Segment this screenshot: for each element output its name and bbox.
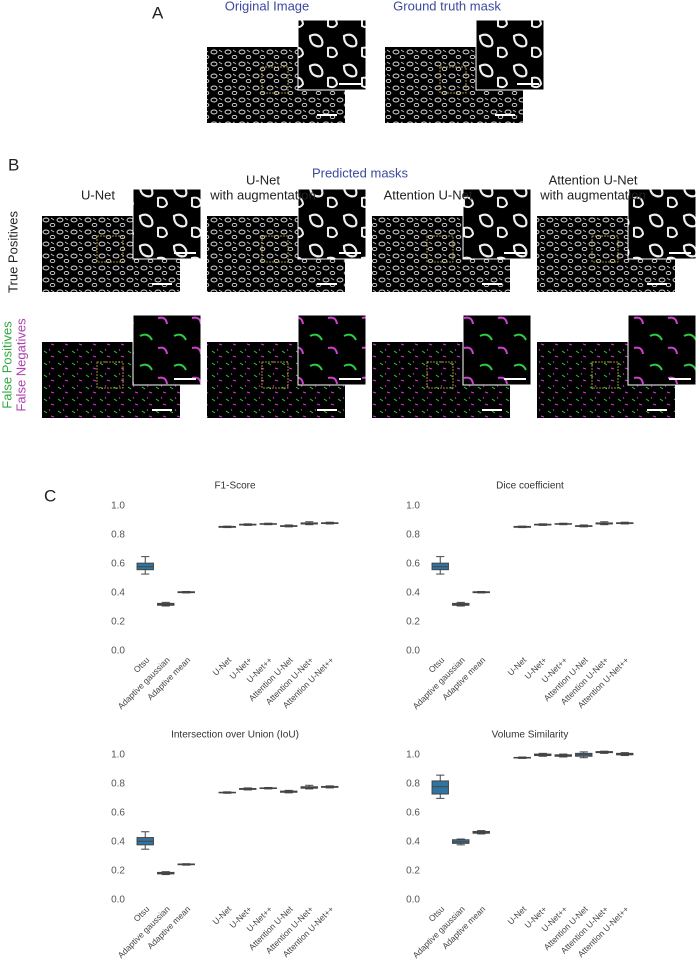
panel-label: C [44, 486, 56, 505]
panel-label: A [152, 3, 164, 22]
y-tick-label: 0.0 [111, 895, 125, 906]
y-tick-label: 0.2 [111, 866, 125, 877]
zoom-box [96, 235, 124, 263]
zoom-box [591, 235, 619, 263]
image-title: Ground truth mask [393, 0, 501, 13]
chart-title: F1-Score [214, 481, 256, 492]
column-label: U-Net [246, 172, 280, 187]
y-tick-label: 0.4 [111, 837, 125, 848]
y-tick-label: 0.8 [111, 778, 125, 789]
y-tick-label: 0.8 [406, 778, 420, 789]
image-title: Original Image [225, 0, 310, 13]
zoom-box [426, 235, 454, 263]
inset [297, 188, 367, 260]
row-label: False Positives [0, 321, 14, 409]
y-tick-label: 0.2 [406, 617, 420, 628]
zoom-box [96, 361, 124, 389]
y-tick-label: 0.6 [406, 808, 420, 819]
y-tick-label: 0.6 [111, 559, 125, 570]
row-label: True Positives [5, 211, 20, 293]
y-tick-label: 0.8 [111, 529, 125, 540]
y-tick-label: 0.6 [111, 808, 125, 819]
box [431, 780, 449, 795]
y-tick-label: 1.0 [406, 500, 420, 511]
chart-title: Dice coefficient [496, 481, 564, 492]
zoom-box [261, 66, 289, 94]
y-tick-label: 0.2 [406, 866, 420, 877]
y-tick-label: 0.0 [406, 646, 420, 657]
column-label: with augmentation [209, 187, 316, 202]
zoom-box [439, 66, 467, 94]
inset [297, 19, 367, 91]
column-label: Attention U-Net [384, 187, 473, 202]
y-tick-label: 0.2 [111, 617, 125, 628]
inset [462, 314, 532, 386]
inset [297, 314, 367, 386]
chart-title: Intersection over Union (IoU) [171, 730, 299, 741]
y-tick-label: 0.8 [406, 529, 420, 540]
inset [475, 19, 545, 91]
y-tick-label: 0.0 [111, 646, 125, 657]
y-tick-label: 1.0 [406, 749, 420, 760]
y-tick-label: 0.4 [406, 588, 420, 599]
zoom-box [261, 361, 289, 389]
inset [462, 188, 532, 260]
y-tick-label: 1.0 [111, 500, 125, 511]
inset [132, 314, 202, 386]
zoom-box [591, 361, 619, 389]
section-title: Predicted masks [312, 165, 409, 180]
column-label: U-Net [81, 187, 115, 202]
y-tick-label: 1.0 [111, 749, 125, 760]
column-label: Attention U-Net [549, 172, 638, 187]
zoom-box [261, 235, 289, 263]
y-tick-label: 0.4 [111, 588, 125, 599]
inset [627, 314, 697, 386]
panel-label: B [8, 155, 19, 174]
zoom-box [426, 361, 454, 389]
y-tick-label: 0.4 [406, 837, 420, 848]
chart-title: Volume Similarity [492, 730, 569, 741]
inset [132, 188, 202, 260]
y-tick-label: 0.0 [406, 895, 420, 906]
row-label: False Negatives [13, 318, 28, 412]
column-label: with augmentation [539, 187, 646, 202]
inset [627, 188, 697, 260]
y-tick-label: 0.6 [406, 559, 420, 570]
